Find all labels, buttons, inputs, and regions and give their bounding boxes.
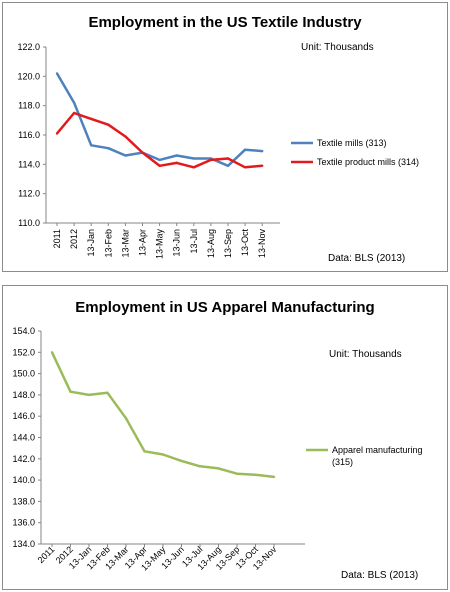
data-point (261, 164, 264, 167)
data-point (226, 164, 230, 167)
y-tick-label: 136.0 (12, 518, 35, 528)
data-point (198, 465, 202, 468)
data-point (209, 158, 213, 162)
data-point (180, 459, 183, 463)
data-point (55, 72, 59, 75)
x-tick-label: 13-Aug (206, 229, 216, 258)
data-point (87, 393, 91, 397)
data-point (161, 453, 165, 456)
data-point (50, 351, 54, 354)
legend-label: Apparel manufacturing (332, 445, 423, 455)
data-point (175, 161, 178, 165)
y-tick-label: 122.0 (17, 42, 40, 52)
y-tick-label: 138.0 (12, 496, 35, 506)
data-point (90, 144, 93, 147)
series-line (55, 72, 263, 168)
data-point (235, 472, 239, 475)
x-tick-label: 2011 (52, 229, 62, 248)
data-point (217, 467, 220, 470)
chart-title: Employment in the US Textile Industry (88, 14, 362, 31)
data-point (124, 417, 128, 420)
y-tick-label: 118.0 (18, 101, 40, 111)
data-point (72, 101, 76, 104)
data-point (192, 157, 195, 160)
y-tick-label: 144.0 (12, 433, 35, 443)
y-tick-label: 120.0 (17, 71, 40, 81)
data-point (90, 117, 93, 121)
data-point (143, 450, 146, 453)
data-point (107, 123, 110, 126)
data-point (141, 151, 144, 154)
unit-note: Unit: Thousands (301, 42, 374, 53)
data-point (107, 147, 110, 150)
x-tick-label: 13-May (155, 229, 165, 260)
x-tick-label: 13-Jan (86, 229, 96, 257)
data-point (106, 391, 109, 394)
x-tick-label: 13-Jul (189, 229, 199, 254)
y-tick-label: 142.0 (12, 454, 35, 464)
x-tick-label: 13-Nov (257, 229, 267, 259)
data-point (261, 149, 264, 153)
x-tick-label: 2011 (36, 544, 57, 565)
y-tick-label: 112.0 (18, 189, 40, 199)
x-tick-label: 13-Apr (138, 229, 148, 256)
data-point (272, 475, 276, 479)
textile-chart-panel: Employment in the US Textile Industry Un… (2, 2, 448, 272)
x-tick-label: 13-Sep (223, 229, 233, 258)
legend-label: Textile product mills (314) (317, 157, 419, 167)
x-tick-label: 13-Oct (240, 229, 250, 257)
data-point (158, 158, 161, 162)
x-tick-label: 13-Feb (103, 229, 113, 258)
chart-title: Employment in US Apparel Manufacturing (75, 299, 374, 316)
y-tick-label: 150.0 (12, 369, 35, 379)
data-point (243, 166, 247, 169)
data-point (192, 166, 195, 169)
apparel-chart-panel: Employment in US Apparel Manufacturing U… (2, 285, 448, 590)
x-tick-label: 2012 (69, 229, 79, 249)
textile-chart: Employment in the US Textile Industry Un… (17, 14, 419, 264)
x-tick-label: 13-Jun (172, 229, 182, 257)
y-tick-label: 116.0 (18, 130, 40, 140)
y-tick-label: 110.0 (18, 218, 40, 228)
data-point (124, 135, 127, 138)
y-tick-label: 134.0 (12, 539, 35, 549)
x-tick-label: 13-Mar (120, 229, 130, 258)
y-tick-label: 114.0 (18, 159, 40, 169)
data-point (226, 157, 230, 160)
data-point (72, 111, 76, 115)
data-point (158, 164, 161, 167)
legend-label: (315) (332, 457, 353, 467)
data-point (243, 148, 247, 151)
y-tick-label: 152.0 (12, 347, 35, 357)
series-line (50, 351, 275, 479)
data-point (175, 154, 178, 157)
data-point (124, 154, 127, 157)
data-point (55, 132, 59, 135)
data-point (254, 473, 257, 476)
apparel-chart: Employment in US Apparel Manufacturing U… (12, 299, 423, 581)
y-tick-label: 148.0 (12, 390, 35, 400)
legend-label: Textile mills (313) (317, 138, 387, 148)
source-note: Data: BLS (2013) (328, 253, 405, 264)
y-tick-label: 140.0 (12, 475, 35, 485)
y-tick-label: 154.0 (12, 326, 35, 336)
unit-note: Unit: Thousands (329, 349, 402, 360)
y-tick-label: 146.0 (12, 411, 35, 421)
source-note: Data: BLS (2013) (341, 570, 418, 581)
data-point (69, 390, 72, 393)
